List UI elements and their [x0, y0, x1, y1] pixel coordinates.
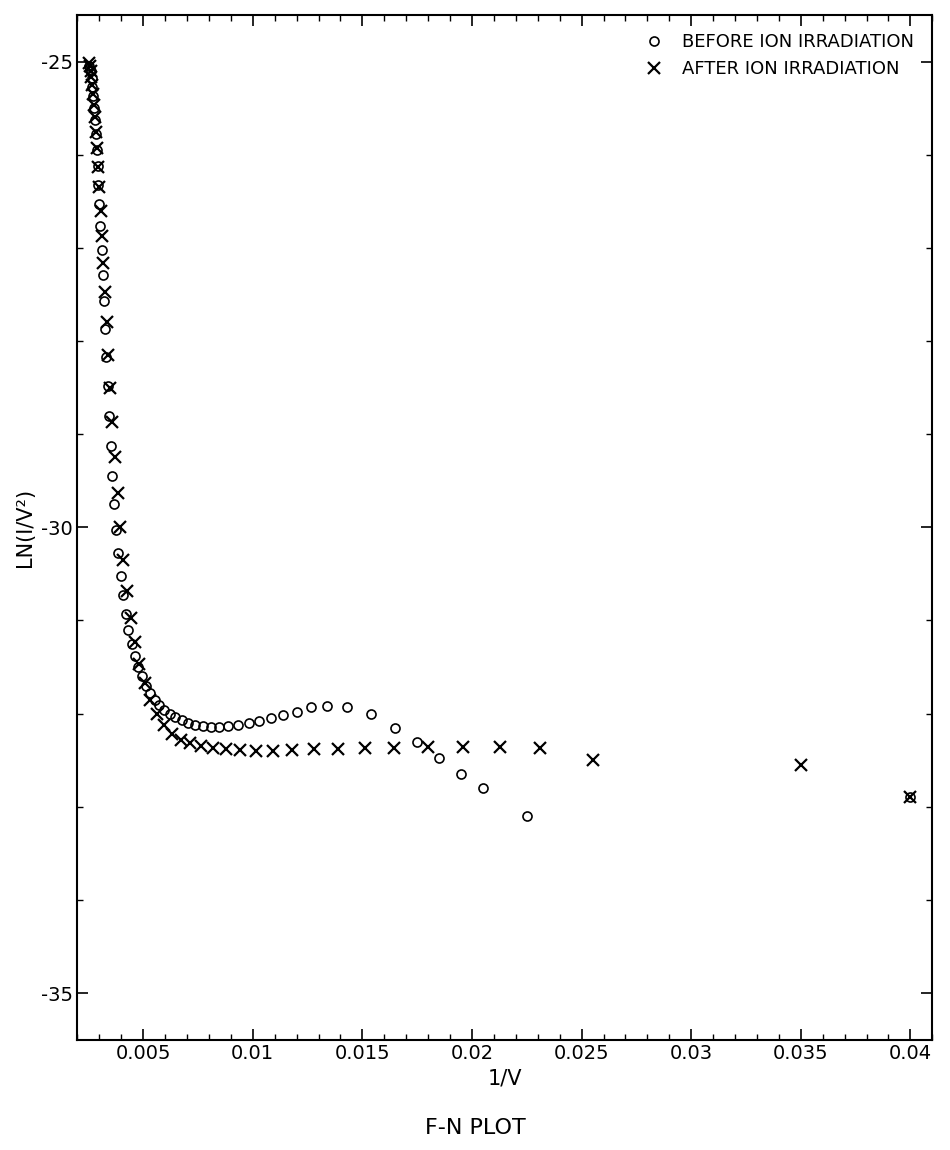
- BEFORE ION IRRADIATION: [182, 716, 194, 730]
- BEFORE ION IRRADIATION: [904, 790, 916, 804]
- Text: F-N PLOT: F-N PLOT: [425, 1119, 525, 1138]
- Line: BEFORE ION IRRADIATION: BEFORE ION IRRADIATION: [85, 62, 915, 821]
- BEFORE ION IRRADIATION: [522, 810, 533, 823]
- AFTER ION IRRADIATION: [151, 707, 162, 721]
- AFTER ION IRRADIATION: [83, 56, 94, 70]
- AFTER ION IRRADIATION: [159, 718, 170, 731]
- Line: AFTER ION IRRADIATION: AFTER ION IRRADIATION: [84, 58, 916, 803]
- AFTER ION IRRADIATION: [904, 790, 916, 804]
- BEFORE ION IRRADIATION: [133, 660, 144, 674]
- BEFORE ION IRRADIATION: [149, 692, 161, 706]
- X-axis label: 1/V: 1/V: [487, 1070, 522, 1089]
- AFTER ION IRRADIATION: [98, 255, 109, 269]
- AFTER ION IRRADIATION: [175, 733, 186, 746]
- BEFORE ION IRRADIATION: [84, 60, 95, 74]
- BEFORE ION IRRADIATION: [176, 713, 187, 727]
- BEFORE ION IRRADIATION: [91, 143, 103, 156]
- AFTER ION IRRADIATION: [267, 744, 278, 758]
- BEFORE ION IRRADIATION: [117, 589, 128, 603]
- AFTER ION IRRADIATION: [423, 741, 434, 754]
- Y-axis label: LN(I/V²): LN(I/V²): [15, 488, 35, 567]
- Legend: BEFORE ION IRRADIATION, AFTER ION IRRADIATION: BEFORE ION IRRADIATION, AFTER ION IRRADI…: [632, 24, 923, 87]
